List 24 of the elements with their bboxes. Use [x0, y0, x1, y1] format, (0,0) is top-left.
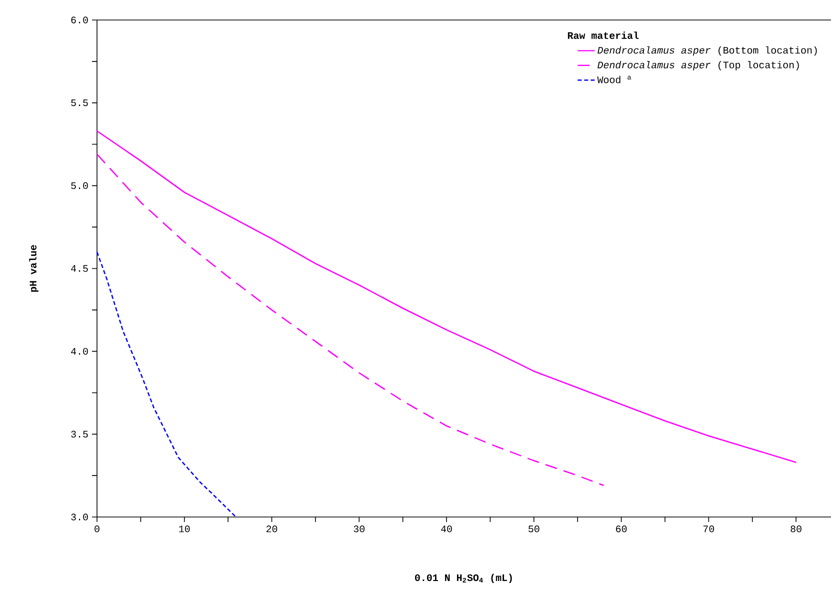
- legend-label: Dendrocalamus asper (Bottom location): [598, 46, 817, 56]
- line-series: [96, 251, 237, 518]
- y-tick-label: 5.0: [71, 182, 88, 190]
- y-tick-label: 3.0: [71, 514, 88, 520]
- x-tick-label: 70: [703, 526, 714, 532]
- x-tick-label: 0: [94, 526, 100, 532]
- x-tick-label: 10: [179, 526, 190, 532]
- x-tick-label: 30: [354, 526, 365, 532]
- x-tick-label: 40: [441, 526, 452, 532]
- y-tick-label: 4.0: [71, 348, 88, 355]
- text: 0.01 N H$_{2}$SO$_{4}$ (mL): [415, 574, 512, 584]
- y-tick-label: 5.5: [71, 100, 88, 106]
- y-tick-label: 4.5: [71, 265, 88, 272]
- y-tick-label: 6.0: [71, 16, 88, 24]
- legend-label: Wood $^{a}$: [597, 76, 632, 84]
- x-tick-label: 20: [266, 526, 278, 532]
- x-tick-label: 60: [616, 526, 627, 532]
- y-axis-title: pH value: [29, 245, 38, 292]
- legend-title: Raw material: [568, 32, 639, 39]
- y-tick-label: 3.5: [71, 430, 88, 438]
- legend-label: Dendrocalamus asper (Top location): [598, 61, 799, 70]
- line-series: [96, 130, 797, 463]
- x-tick-label: 80: [790, 526, 802, 532]
- x-tick-label: 50: [528, 526, 540, 532]
